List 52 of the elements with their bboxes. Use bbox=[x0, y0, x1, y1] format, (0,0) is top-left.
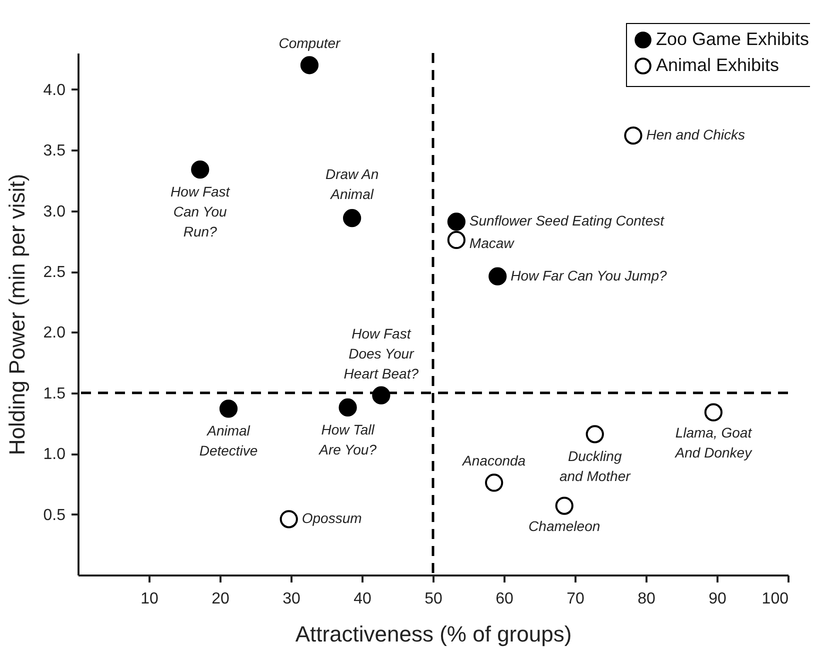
annotation: Llama, Goat And Donkey bbox=[674, 424, 753, 460]
annotation: How Fast Does Your Heart Beat? bbox=[344, 325, 419, 382]
x-tick-label: 20 bbox=[212, 590, 230, 608]
y-tick-label: 1.0 bbox=[43, 446, 66, 464]
point bbox=[372, 386, 390, 404]
x-tick-label: 100 bbox=[762, 590, 789, 608]
point bbox=[624, 126, 642, 145]
legend-label: Animal Exhibits bbox=[656, 55, 780, 75]
point bbox=[485, 474, 504, 492]
y-tick-label: 1.5 bbox=[43, 385, 66, 402]
x-tick-label: 60 bbox=[496, 590, 514, 608]
x-tick-label: 90 bbox=[708, 590, 726, 608]
annotation: How Fast Can You Run? bbox=[170, 184, 231, 240]
point bbox=[447, 230, 466, 249]
point bbox=[338, 398, 357, 417]
legend-label: Zoo Game Exhibits bbox=[656, 29, 810, 49]
x-tick-label: 30 bbox=[282, 590, 300, 608]
x-tick-label: 80 bbox=[638, 590, 656, 608]
point bbox=[555, 496, 574, 515]
y-tick-label: 3.5 bbox=[43, 142, 66, 160]
annotation: Anaconda bbox=[462, 452, 526, 469]
annotation: Animal Detective bbox=[199, 422, 258, 459]
point bbox=[447, 212, 466, 231]
x-tick-label: 50 bbox=[424, 590, 442, 608]
annotation: How Tall Are You? bbox=[318, 421, 377, 458]
y-axis-title: Holding Power (min per visit) bbox=[4, 174, 30, 456]
x-tick-label: 40 bbox=[354, 590, 372, 608]
annotation: Draw An Animal bbox=[325, 166, 379, 202]
annotation: Computer bbox=[278, 35, 342, 52]
point bbox=[300, 56, 319, 74]
annotation: Duckling and Mother bbox=[559, 448, 632, 484]
point bbox=[704, 403, 723, 422]
point bbox=[191, 160, 210, 179]
point bbox=[586, 425, 604, 444]
point bbox=[343, 209, 362, 228]
annotation: Macaw bbox=[469, 234, 515, 251]
annotation: Sunflower Seed Eating Contest bbox=[469, 212, 666, 229]
x-axis-title: Attractiveness (% of groups) bbox=[295, 622, 572, 646]
y-tick-label: 4.0 bbox=[43, 82, 66, 99]
annotation: How Far Can You Jump? bbox=[510, 267, 667, 284]
y-tick-label: 2.0 bbox=[43, 324, 66, 342]
annotation: Hen and Chicks bbox=[646, 126, 746, 143]
y-tick-label: 0.5 bbox=[43, 506, 66, 524]
annotation: Opossum bbox=[302, 510, 362, 526]
point bbox=[280, 510, 298, 528]
annotation: Chameleon bbox=[528, 518, 600, 534]
point bbox=[219, 400, 238, 418]
y-tick-label: 2.5 bbox=[43, 264, 66, 282]
x-tick-label: 10 bbox=[140, 590, 158, 608]
x-tick-label: 70 bbox=[566, 590, 584, 608]
y-tick-label: 3.0 bbox=[43, 203, 66, 220]
point bbox=[488, 267, 507, 286]
